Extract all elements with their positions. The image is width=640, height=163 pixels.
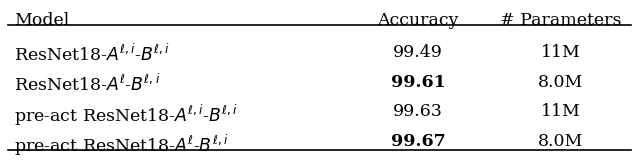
Text: 8.0M: 8.0M [538,133,584,150]
Text: 99.67: 99.67 [390,133,445,150]
Text: 11M: 11M [541,103,581,120]
Text: 8.0M: 8.0M [538,74,584,91]
Text: 11M: 11M [541,44,581,61]
Text: 99.63: 99.63 [393,103,443,120]
Text: 99.61: 99.61 [390,74,445,91]
Text: ResNet18-$A^{\ell,i}$-$B^{\ell,i}$: ResNet18-$A^{\ell,i}$-$B^{\ell,i}$ [14,44,170,65]
Text: # Parameters: # Parameters [500,12,622,29]
Text: Model: Model [14,12,69,29]
Text: pre-act ResNet18-$A^{\ell}$-$B^{\ell,i}$: pre-act ResNet18-$A^{\ell}$-$B^{\ell,i}$ [14,133,228,158]
Text: pre-act ResNet18-$A^{\ell,i}$-$B^{\ell,i}$: pre-act ResNet18-$A^{\ell,i}$-$B^{\ell,i… [14,103,238,128]
Text: 99.49: 99.49 [393,44,443,61]
Text: ResNet18-$A^{\ell}$-$B^{\ell,i}$: ResNet18-$A^{\ell}$-$B^{\ell,i}$ [14,74,161,95]
Text: Accuracy: Accuracy [377,12,459,29]
